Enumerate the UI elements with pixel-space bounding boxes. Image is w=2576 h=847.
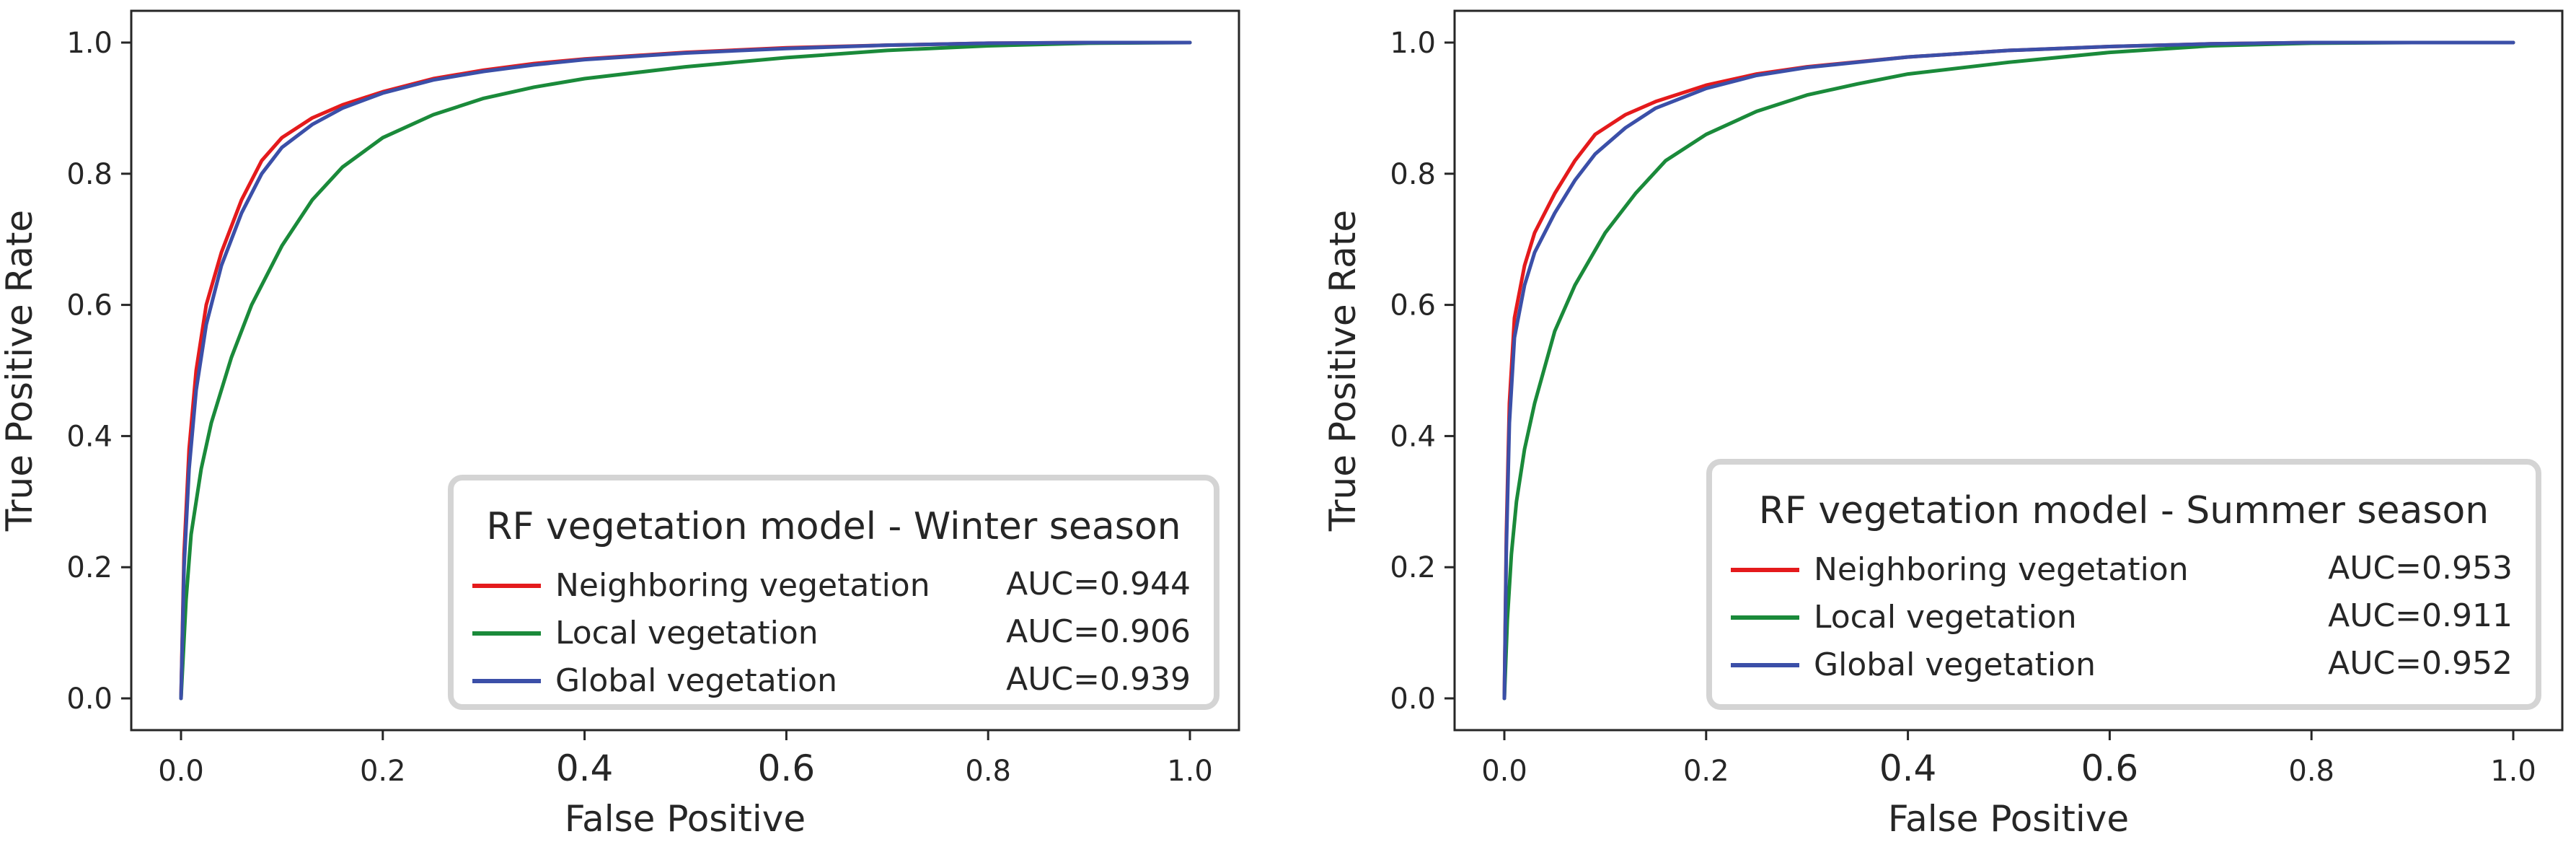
summer-x-tick-label: 0.4 <box>1879 747 1937 789</box>
winter-x-tick-label: 0.6 <box>758 747 816 789</box>
winter-y-tick-label: 0.2 <box>66 551 113 584</box>
summer-legend-auc-local: AUC=0.911 <box>2328 597 2513 634</box>
summer-x-tick-label: 0.8 <box>2288 755 2334 788</box>
summer-global-roc-line <box>1502 40 2515 701</box>
winter-y-tick-label: 0.4 <box>66 420 113 453</box>
winter-chart: 0.0 0.2 0.4 0.6 0.8 1.0 0.0 0.2 0.4 0.6 0.8 1.0 Fals… <box>0 9 1240 840</box>
winter-legend-auc-neighboring: AUC=0.944 <box>1006 566 1191 602</box>
winter-legend-box <box>448 475 1219 710</box>
winter-x-tick-label: 0.0 <box>158 755 204 788</box>
summer-legend-label-neighboring: Neighboring vegetation <box>1814 551 2189 588</box>
summer-y-axis-title: True Positive Rate <box>1322 210 1364 532</box>
winter-legend-label-local: Local vegetation <box>555 615 819 651</box>
winter-legend-auc-global: AUC=0.939 <box>1006 661 1191 698</box>
summer-legend-auc-neighboring: AUC=0.953 <box>2328 550 2513 587</box>
winter-legend-label-global: Global vegetation <box>555 662 837 699</box>
summer-legend: RF vegetation model - Summer season Neigh… <box>1706 459 2541 710</box>
winter-y-tick-label: 1.0 <box>66 27 113 60</box>
summer-x-tick-label: 1.0 <box>2490 755 2536 788</box>
summer-y-tick-label: 0.0 <box>1390 683 1436 716</box>
winter-y-tick-label: 0.0 <box>66 683 113 716</box>
summer-x-tick-label: 0.6 <box>2081 747 2139 789</box>
winter-x-tick-label: 0.2 <box>360 755 406 788</box>
summer-legend-auc-global: AUC=0.952 <box>2328 645 2513 682</box>
winter-legend-label-neighboring: Neighboring vegetation <box>555 567 930 604</box>
winter-legend-auc-local: AUC=0.906 <box>1006 613 1191 650</box>
summer-chart: 0.0 0.2 0.4 0.6 0.8 1.0 0.0 0.2 0.4 0.6 0.8 1.0 Fals… <box>1322 9 2564 840</box>
winter-x-tick-label: 0.8 <box>965 755 1011 788</box>
summer-y-tick-label: 0.4 <box>1390 420 1436 453</box>
winter-legend: RF vegetation model - Winter season Neigh… <box>448 475 1219 710</box>
summer-axes-frame <box>1453 9 2564 732</box>
summer-y-tick-label: 0.6 <box>1390 289 1436 322</box>
winter-legend-title: RF vegetation model - Winter season <box>486 505 1181 548</box>
winter-x-axis-title: False Positive <box>565 798 806 840</box>
summer-local-roc-line <box>1502 40 2515 701</box>
summer-y-tick-label: 0.8 <box>1390 158 1436 191</box>
winter-y-axis-title: True Positive Rate <box>0 210 40 532</box>
summer-y-tick-label: 0.2 <box>1390 551 1436 584</box>
summer-y-tick-label: 1.0 <box>1390 27 1436 60</box>
winter-global-roc-line <box>179 40 1192 701</box>
winter-axes-frame <box>130 9 1240 732</box>
winter-x-tick-label: 0.4 <box>556 747 614 789</box>
summer-legend-title: RF vegetation model - Summer season <box>1759 489 2489 532</box>
summer-x-tick-label: 0.0 <box>1481 755 1527 788</box>
summer-x-tick-label: 0.2 <box>1683 755 1729 788</box>
winter-y-tick-label: 0.6 <box>66 289 113 322</box>
summer-legend-label-global: Global vegetation <box>1814 646 2096 683</box>
summer-legend-box <box>1706 459 2541 710</box>
winter-x-tick-label: 1.0 <box>1167 755 1213 788</box>
winter-y-tick-label: 0.8 <box>66 158 113 191</box>
summer-legend-label-local: Local vegetation <box>1814 599 2077 636</box>
winter-local-roc-line <box>179 40 1192 701</box>
summer-x-axis-title: False Positive <box>1888 798 2129 840</box>
